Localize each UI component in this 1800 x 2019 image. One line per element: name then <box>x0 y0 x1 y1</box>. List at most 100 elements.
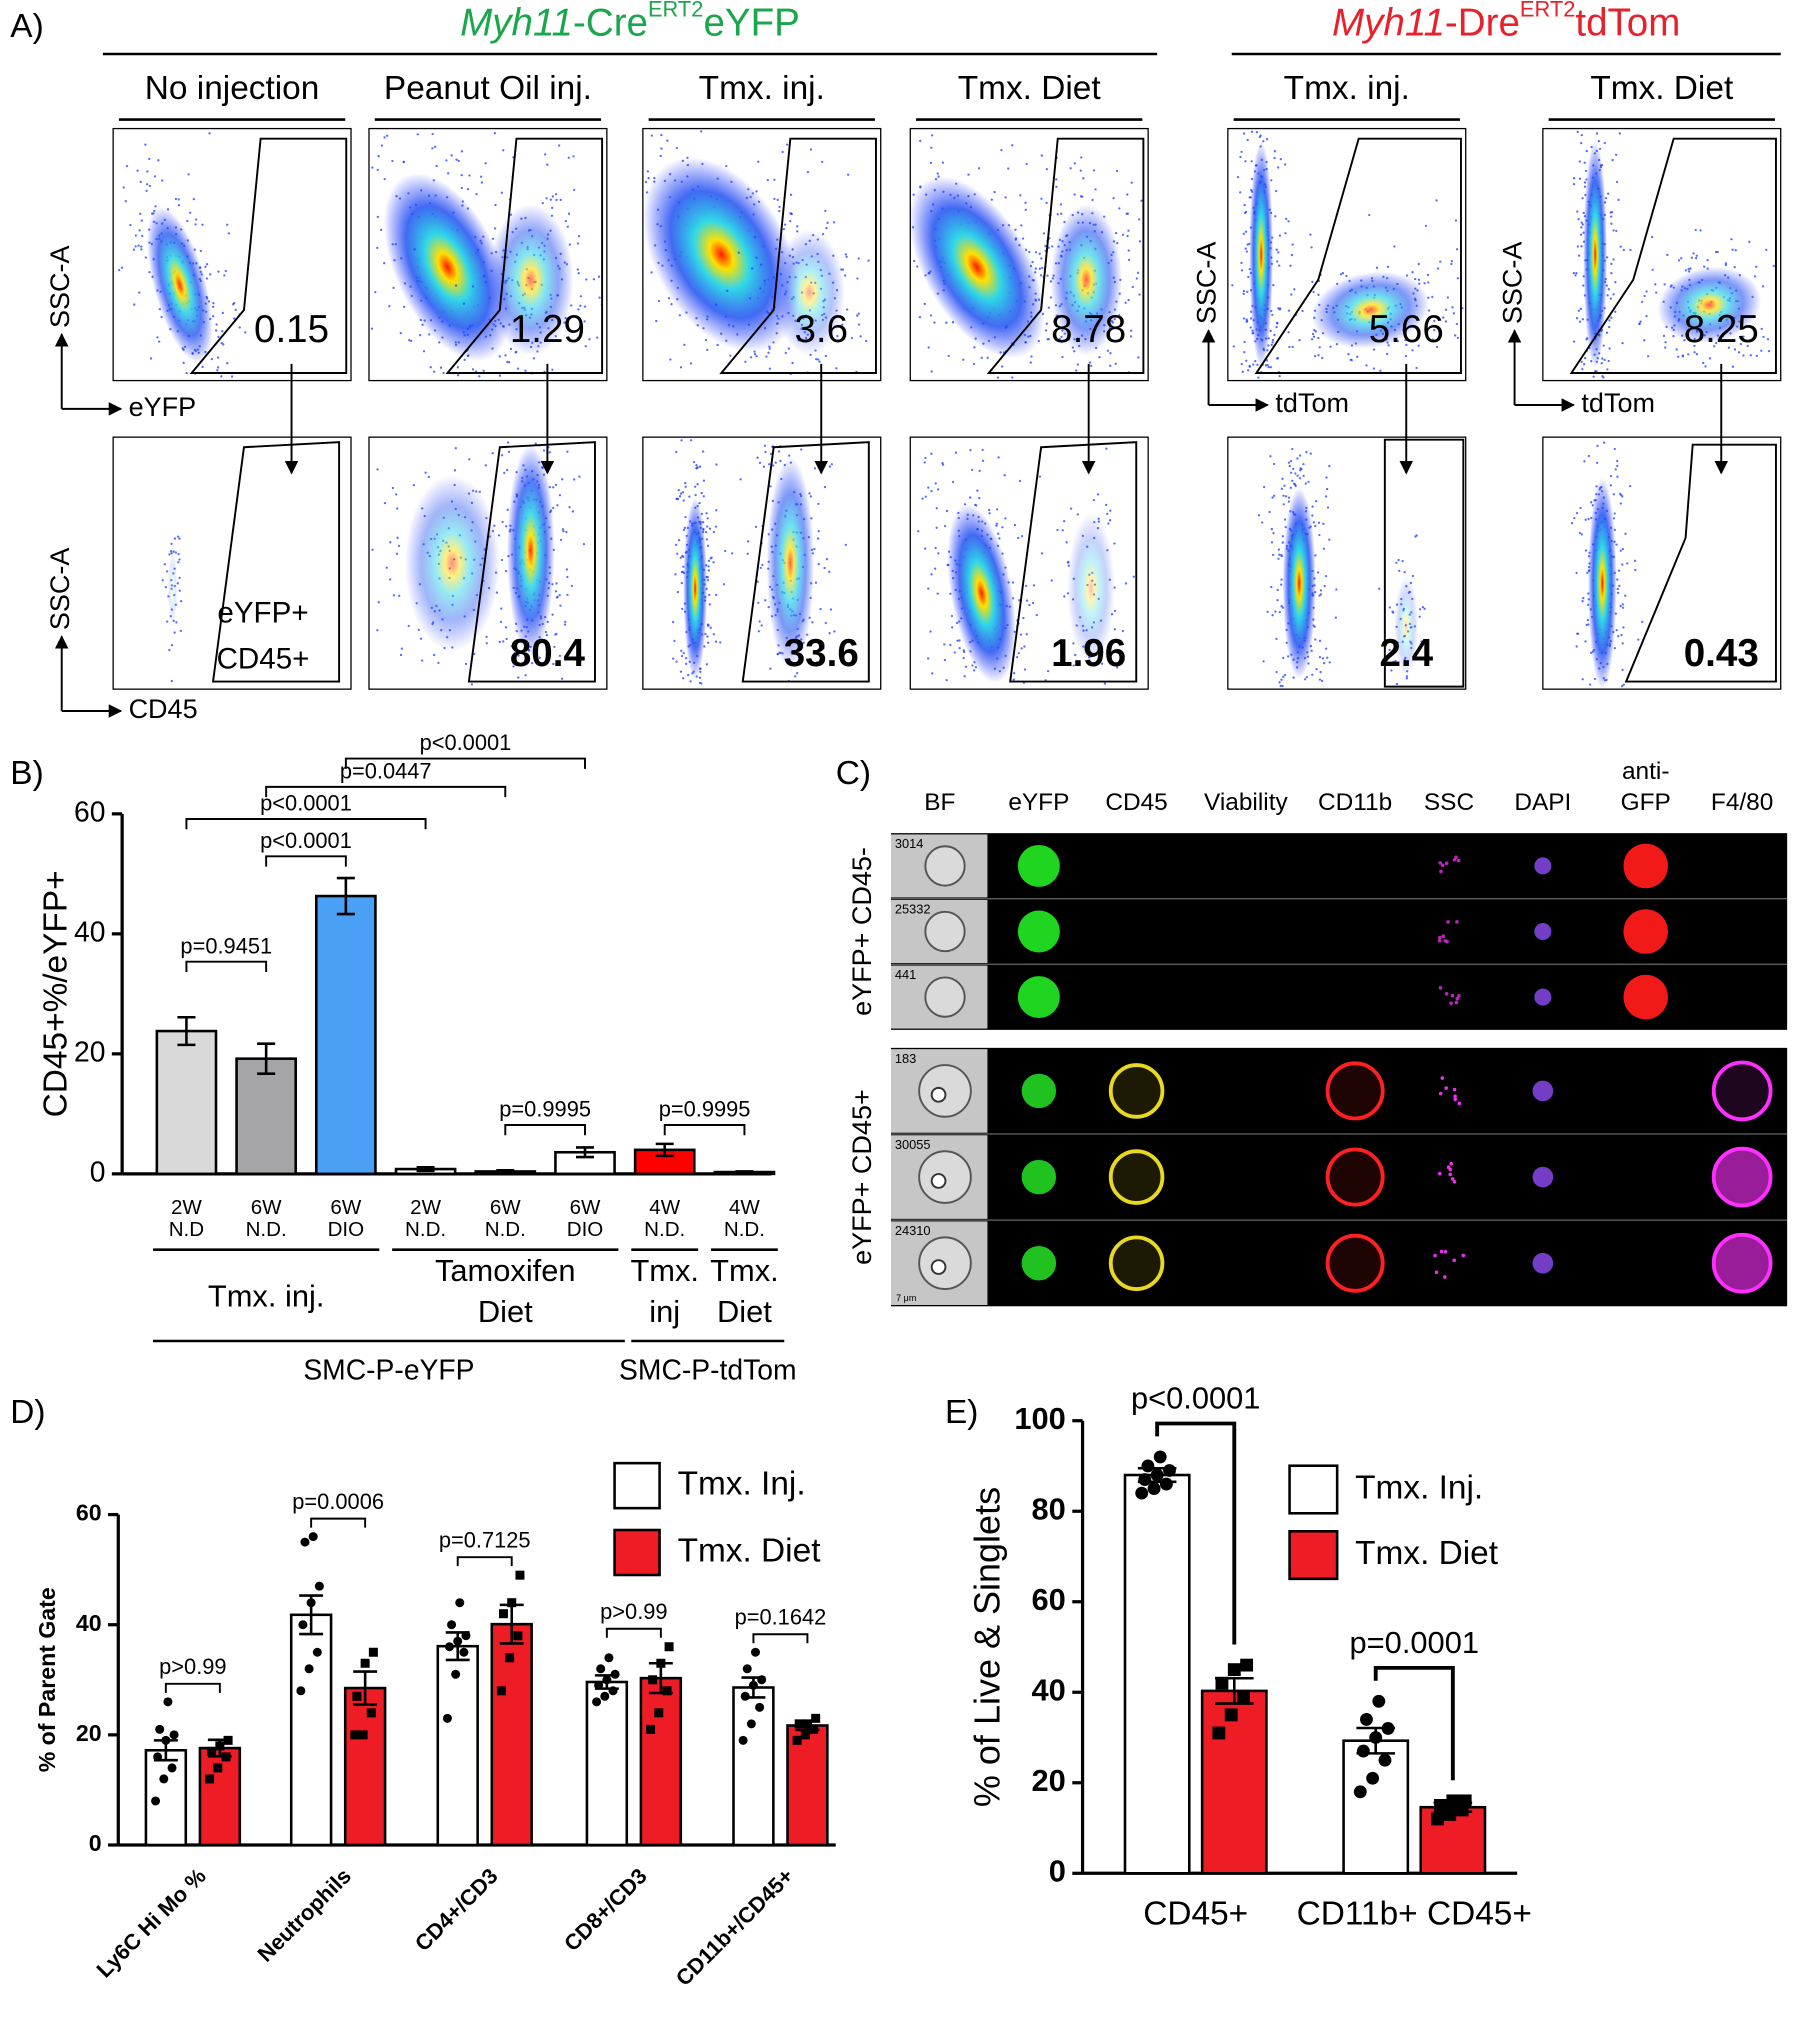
column-title: Tmx. Diet <box>1590 70 1734 107</box>
event-dot <box>1614 281 1617 284</box>
event-dot <box>1619 549 1622 552</box>
event-dot <box>555 632 558 636</box>
data-point <box>296 1686 306 1696</box>
x-tick-label: N.D <box>169 1218 204 1241</box>
event-dot <box>1275 670 1278 674</box>
event-dot <box>576 242 580 245</box>
event-dot <box>767 351 770 354</box>
event-dot <box>950 614 954 618</box>
x-tick-label: 2W <box>410 1196 441 1219</box>
event-dot <box>695 464 698 467</box>
event-dot <box>1415 366 1418 370</box>
event-dot <box>1580 141 1583 145</box>
x-tick-label: N.D. <box>246 1218 287 1241</box>
error-bar <box>1215 1676 1254 1705</box>
p-value: p=0.9995 <box>499 1097 591 1122</box>
event-dot <box>1136 271 1140 274</box>
event-dot <box>592 278 596 281</box>
event-dot <box>1597 140 1601 143</box>
comparison-bracket <box>663 1124 746 1136</box>
event-dot <box>466 327 470 330</box>
event-dot <box>1292 467 1295 471</box>
event-dot <box>161 579 164 582</box>
event-dot <box>561 478 564 481</box>
event-dot <box>1013 672 1016 675</box>
error-bar <box>576 1146 594 1159</box>
channel-label: F4/80 <box>1711 789 1773 816</box>
event-dot <box>1578 531 1582 535</box>
event-dot <box>771 464 775 467</box>
event-dot <box>682 677 685 680</box>
event-dot <box>223 274 226 277</box>
event-dot <box>1059 203 1063 206</box>
event-dot <box>122 186 125 189</box>
density-blob <box>1067 512 1115 664</box>
event-dot <box>685 657 688 660</box>
event-dot <box>1060 212 1063 215</box>
event-dot <box>1584 356 1587 360</box>
event-dot <box>238 326 241 329</box>
event-dot <box>657 299 661 303</box>
event-dot <box>1109 509 1112 512</box>
event-dot <box>419 637 423 640</box>
event-dot <box>1311 514 1314 517</box>
event-dot <box>244 331 247 334</box>
event-dot <box>498 374 502 377</box>
event-dot <box>148 157 151 161</box>
event-dot <box>1328 464 1331 468</box>
event-dot <box>764 599 767 602</box>
event-dot <box>408 339 411 342</box>
y-tick-label: 0 <box>89 1830 102 1856</box>
event-dot <box>684 482 687 485</box>
event-dot <box>1612 258 1615 261</box>
event-dot <box>684 485 687 488</box>
event-dot <box>830 463 834 466</box>
error-bar <box>795 1719 820 1732</box>
gate <box>1624 443 1777 683</box>
event-dot <box>824 354 827 358</box>
event-dot <box>1240 362 1243 366</box>
event-dot <box>917 530 920 533</box>
event-dot <box>1298 477 1302 480</box>
event-dot <box>1760 349 1763 352</box>
event-dot <box>841 323 844 326</box>
event-dot <box>679 366 683 369</box>
event-dot <box>1612 293 1615 296</box>
event-dot <box>1061 355 1064 359</box>
event-dot <box>1270 541 1274 544</box>
fluor-signal <box>1108 1235 1165 1291</box>
event-dot <box>1284 495 1288 498</box>
event-dot <box>1051 245 1054 248</box>
data-point <box>742 1664 752 1674</box>
event-dot <box>1276 260 1279 263</box>
event-dot <box>679 670 683 673</box>
event-dot <box>498 640 501 644</box>
event-dot <box>1444 308 1448 311</box>
event-dot <box>482 369 485 372</box>
event-dot <box>1312 290 1315 294</box>
event-dot <box>1244 160 1247 163</box>
event-dot <box>1347 352 1350 356</box>
density-blob <box>766 457 815 669</box>
event-dot <box>772 341 775 344</box>
bf-cell <box>924 976 966 1018</box>
event-dot <box>1615 628 1618 632</box>
event-dot <box>726 289 729 292</box>
density-blob <box>167 550 178 627</box>
density-blob <box>1249 141 1274 368</box>
event-dot <box>1076 662 1080 666</box>
event-dot <box>865 339 868 343</box>
event-dot <box>1666 253 1669 257</box>
event-dot <box>517 654 520 657</box>
event-dot <box>722 583 726 586</box>
event-dot <box>1024 584 1028 588</box>
event-dot <box>144 256 147 259</box>
fluor-signal <box>1444 1086 1448 1090</box>
event-dot <box>986 356 989 359</box>
event-dot <box>1311 505 1314 508</box>
data-point <box>360 1658 370 1668</box>
event-dot <box>1049 296 1053 299</box>
event-dot <box>1765 248 1768 251</box>
event-dot <box>145 189 148 192</box>
event-dot <box>1451 306 1454 309</box>
